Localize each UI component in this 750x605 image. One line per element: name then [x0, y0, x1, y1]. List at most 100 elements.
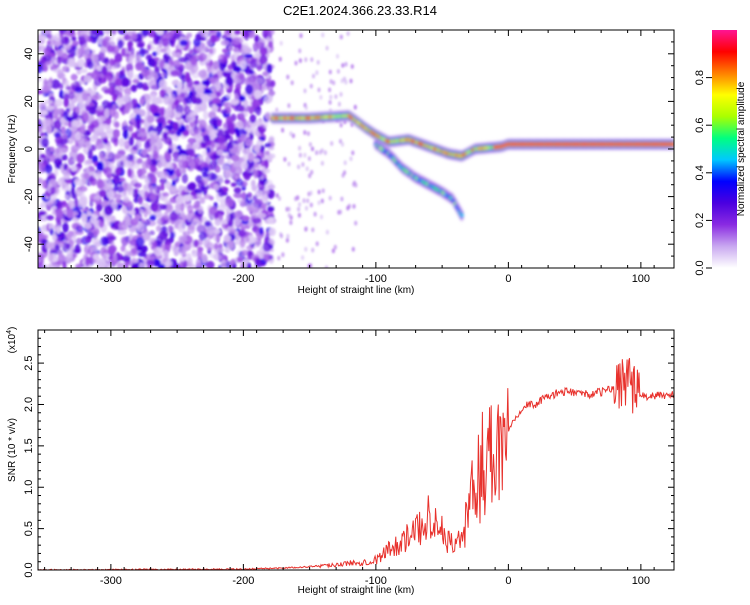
heatmap-noise-cell: [285, 237, 289, 243]
heatmap-noise-cell: [114, 62, 122, 69]
heatmap-noise-cell: [107, 75, 113, 82]
heatmap-noise-cell: [198, 231, 207, 241]
heatmap-noise-cell: [275, 107, 279, 113]
heatmap-noise-cell: [169, 129, 176, 135]
heatmap-noise-cell: [75, 106, 80, 114]
heatmap-noise-cell: [59, 148, 69, 153]
y-tick-label: 2.5: [23, 355, 35, 370]
heatmap-noise-cell: [158, 79, 168, 90]
heatmap-noise-cell: [127, 40, 134, 48]
heatmap-noise-cell: [140, 245, 148, 253]
heatmap-noise-cell: [217, 204, 227, 212]
heatmap-noise-cell: [159, 204, 168, 210]
heatmap-noise-cell: [265, 82, 272, 87]
heatmap-noise-cell: [51, 197, 57, 206]
heatmap-noise-cell: [220, 219, 230, 225]
heatmap-noise-cell: [252, 217, 262, 224]
heatmap-noise-cell: [83, 172, 90, 180]
colorbar-tick-label: 0.6: [694, 118, 706, 133]
heatmap-noise-cell: [78, 35, 86, 46]
heatmap-noise-cell: [164, 240, 172, 251]
heatmap-noise-cell: [198, 52, 207, 62]
heatmap-noise-cell: [311, 247, 315, 253]
heatmap-noise-cell: [57, 253, 65, 262]
heatmap-noise-cell: [75, 117, 83, 128]
snr-series-line: [38, 358, 674, 570]
spectrogram-xlabel: Height of straight line (km): [298, 285, 415, 296]
heatmap-noise-cell: [45, 149, 50, 160]
heatmap-noise-cell: [172, 33, 181, 39]
heatmap-noise-cell: [167, 148, 173, 154]
heatmap-noise-cell: [200, 216, 208, 222]
heatmap-noise-cell: [221, 34, 227, 40]
heatmap-noise-cell: [182, 194, 192, 202]
heatmap-noise-cell: [245, 139, 254, 147]
heatmap-noise-cell: [210, 35, 217, 43]
heatmap-noise-cell: [154, 66, 160, 73]
colorbar-tick-label: 0.4: [694, 165, 706, 180]
heatmap-noise-cell: [198, 124, 205, 131]
heatmap-noise-cell: [147, 43, 152, 51]
heatmap-noise-cell: [338, 209, 343, 215]
heatmap-noise-cell: [328, 195, 332, 201]
heatmap-noise-cell: [58, 242, 65, 248]
heatmap-noise-cell: [131, 32, 138, 40]
heatmap-noise-cell: [200, 166, 209, 175]
heatmap-noise-cell: [61, 65, 70, 73]
heatmap-noise-cell: [338, 138, 343, 144]
heatmap-noise-cell: [165, 125, 174, 131]
heatmap-noise-cell: [213, 232, 221, 242]
heatmap-noise-cell: [148, 79, 158, 90]
heatmap-noise-cell: [268, 227, 276, 237]
heatmap-noise-cell: [81, 92, 89, 101]
heatmap-noise-cell: [346, 31, 350, 36]
heatmap-noise-cell: [84, 113, 89, 123]
y-tick-label: 2.0: [23, 397, 35, 412]
heatmap-noise-cell: [109, 58, 115, 67]
heatmap-noise-cell: [309, 83, 313, 89]
heatmap-noise-cell: [319, 95, 323, 100]
heatmap-noise-cell: [178, 30, 183, 35]
snr-y-ticks: 0.0 0.5 1.0 1.5 2.0 2.5: [23, 337, 674, 578]
heatmap-noise-cell: [105, 150, 114, 160]
heatmap-noise-cell: [148, 131, 158, 136]
heatmap-noise-cell: [306, 198, 310, 204]
heatmap-noise-cell: [199, 197, 206, 204]
heatmap-noise-cell: [339, 34, 343, 40]
heatmap-noise-cell: [259, 136, 266, 141]
heatmap-noise-cell: [142, 82, 148, 90]
heatmap-noise-cell: [229, 135, 234, 144]
heatmap-noise-cell: [287, 213, 291, 218]
y-tick-label: 0: [23, 146, 35, 152]
heatmap-noise-cell: [136, 246, 143, 252]
heatmap-noise-cell: [167, 225, 174, 234]
heatmap-noise-cell: [149, 103, 158, 114]
heatmap-noise-cell: [290, 80, 294, 86]
heatmap-noise-cell: [130, 218, 139, 226]
heatmap-noise-cell: [71, 36, 77, 42]
heatmap-noise-cell: [121, 77, 130, 87]
heatmap-noise-cell: [38, 102, 47, 111]
heatmap-noise-cell: [279, 40, 283, 46]
heatmap-noise-cell: [38, 45, 46, 52]
heatmap-noise-cell: [158, 263, 166, 268]
heatmap-noise-cell: [225, 211, 230, 222]
heatmap-noise-cell: [349, 156, 353, 162]
heatmap-noise-cell: [302, 198, 306, 204]
heatmap-noise-cell: [233, 174, 239, 180]
heatmap-noise-cell: [100, 131, 107, 138]
snr-xlabel: Height of straight line (km): [298, 585, 415, 596]
heatmap-noise-cell: [55, 235, 61, 242]
heatmap-noise-cell: [167, 133, 176, 139]
heatmap-noise-cell: [203, 194, 212, 200]
heatmap-noise-cell: [221, 261, 227, 268]
heatmap-noise-cell: [162, 38, 169, 47]
heatmap-noise-cell: [67, 91, 75, 100]
heatmap-noise-cell: [218, 174, 224, 185]
colorbar-bar: [712, 30, 737, 268]
heatmap-noise-cell: [96, 161, 104, 171]
heatmap-noise-cell: [309, 202, 313, 208]
heatmap-noise-cell: [159, 177, 168, 185]
heatmap-noise-cell: [256, 119, 261, 127]
heatmap-noise-cell: [74, 86, 84, 94]
